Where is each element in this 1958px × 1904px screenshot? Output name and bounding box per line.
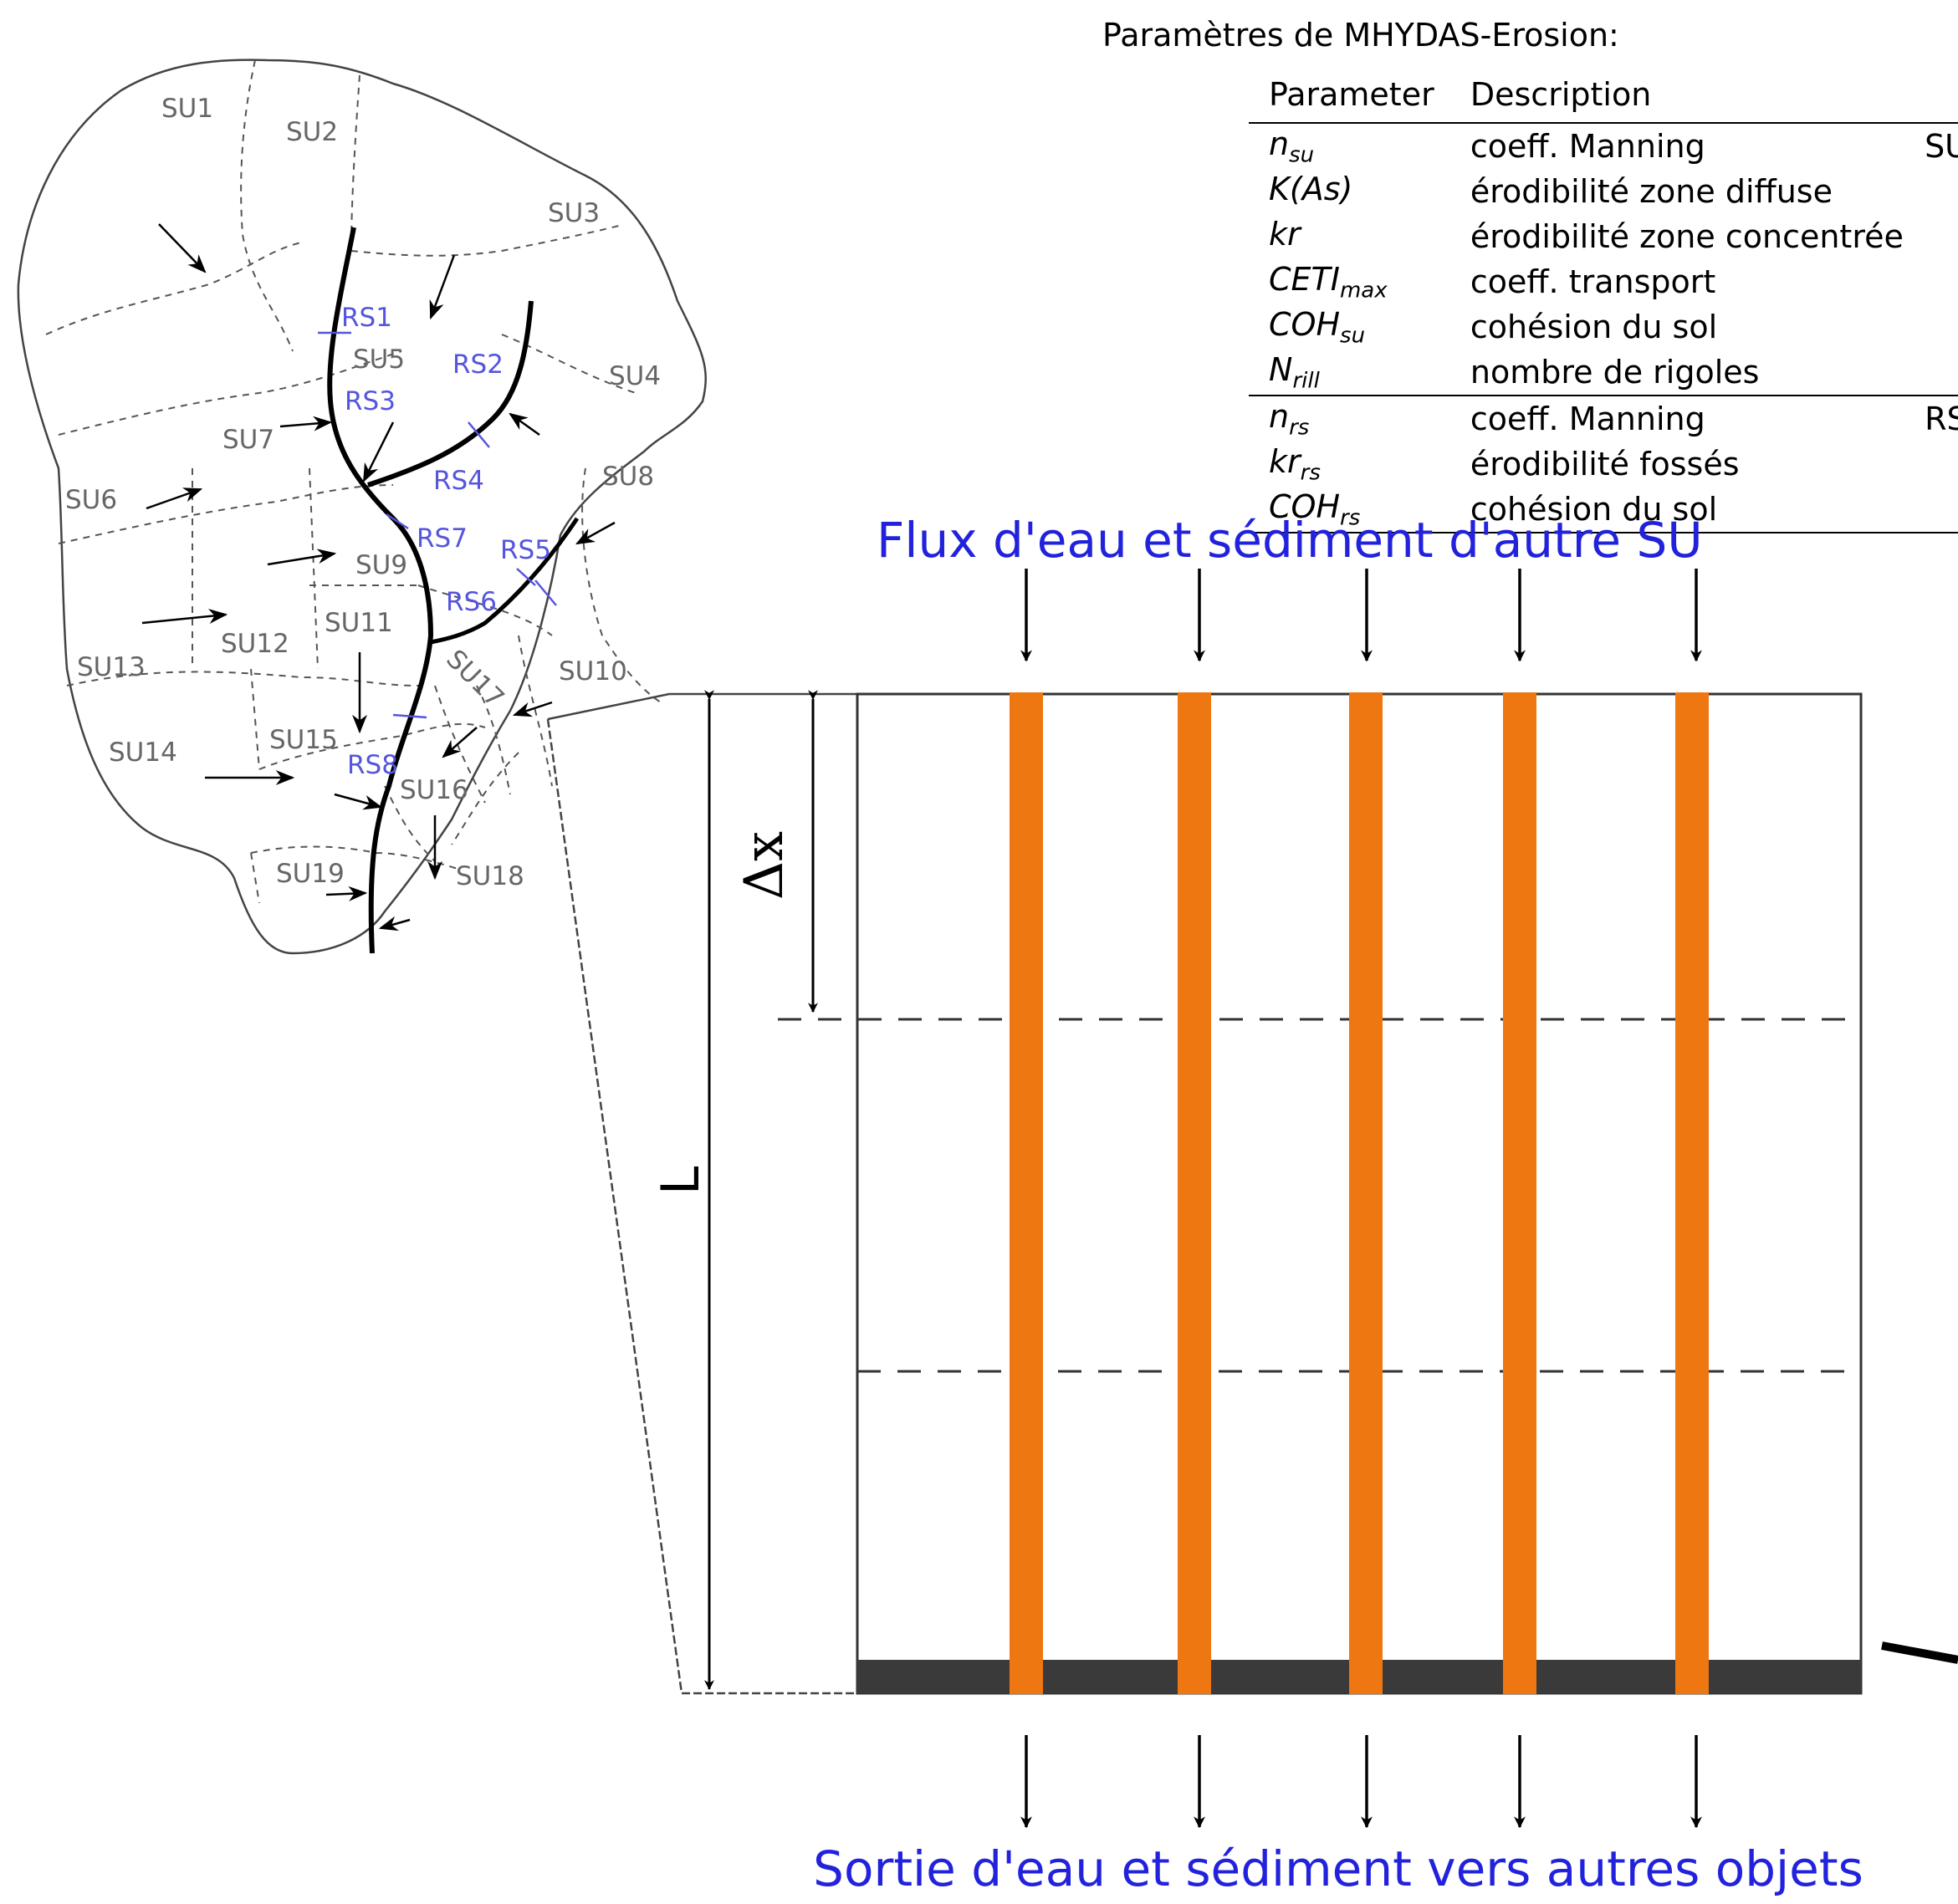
inflow-arrows — [1020, 569, 1702, 662]
su-label: SU18 — [456, 861, 524, 891]
outflow-arrows — [1020, 1735, 1702, 1829]
table-row: Nrill nombre de rigoles — [1249, 350, 1958, 396]
rs-label: RS3 — [345, 386, 396, 416]
dx-label: Δx — [734, 831, 795, 900]
table-row: CETImax coeff. transport — [1249, 259, 1958, 304]
table-row: kr érodibilité zone concentrée — [1249, 214, 1958, 259]
rs-label: RS5 — [500, 535, 551, 565]
param-description: nombre de rigoles — [1470, 354, 1760, 390]
param-description: érodibilité zone concentrée — [1470, 218, 1904, 255]
table-row: COHsu cohésion du sol — [1249, 304, 1958, 350]
rs-ticks — [318, 331, 557, 719]
zoom-line-bottom — [546, 718, 857, 1695]
outlet-link — [1881, 1641, 1958, 1664]
param-symbol: kr — [1269, 215, 1301, 253]
su-label: SU16 — [400, 775, 468, 805]
flow-arrows — [141, 223, 616, 932]
rill-column — [1503, 692, 1536, 1694]
rill-column — [1349, 692, 1383, 1694]
param-symbol: COHrs — [1249, 487, 1450, 533]
channel-rs5 — [430, 517, 580, 645]
main-channel — [327, 227, 434, 954]
zoom-line-top — [547, 692, 857, 721]
param-symbol: nrs — [1249, 395, 1450, 442]
su-label: SU1 — [161, 94, 213, 124]
zoom-connectors — [546, 692, 1958, 1695]
su-label: SU9 — [355, 550, 407, 580]
param-symbol: K(As) — [1269, 170, 1353, 207]
outflow-label: Sortie d'eau et sédiment vers autres obj… — [813, 1840, 1863, 1897]
su-label: SU2 — [286, 117, 338, 147]
length-label: L — [650, 1166, 711, 1195]
rill-column — [1675, 692, 1709, 1694]
rill-column — [1178, 692, 1211, 1694]
param-symbol: Nrill — [1269, 350, 1320, 394]
param-group: SU — [1925, 128, 1958, 165]
param-description: coeff. Manning — [1470, 128, 1705, 165]
su-label: SU13 — [77, 652, 146, 682]
param-symbol: COHsu — [1269, 305, 1366, 349]
rs-label: RS2 — [452, 350, 504, 380]
su-label: SU6 — [65, 485, 117, 515]
table-row: COHrs cohésion du sol — [1249, 487, 1958, 533]
rill-columns — [1010, 692, 1709, 1694]
params-title: Paramètres de MHYDAS-Erosion: — [1102, 17, 1619, 54]
param-symbol: CETImax — [1269, 260, 1388, 304]
param-group — [1904, 487, 1958, 533]
su-label: SU10 — [559, 656, 627, 687]
param-description: érodibilité zone diffuse — [1470, 173, 1833, 210]
su-label: SU19 — [276, 859, 345, 889]
param-group: RS — [1904, 395, 1958, 442]
dimension-arrows — [704, 690, 818, 1691]
hillslope-cell: Δx L Flux d'eau et sédiment d'autre SU S… — [650, 512, 1863, 1897]
rs-label: RS8 — [347, 750, 398, 780]
parameter-table: Parameter Description nsu coeff. Manning… — [1249, 72, 1958, 533]
param-symbol: nsu — [1269, 125, 1315, 168]
watershed-outline — [17, 59, 707, 955]
table-row: krrs érodibilité fossés — [1249, 442, 1958, 487]
su-label: SU4 — [609, 361, 661, 391]
param-description: coeff. Manning — [1449, 395, 1905, 442]
param-description: coeff. transport — [1470, 263, 1716, 300]
rs-label: RS1 — [341, 303, 392, 333]
su-label: SU15 — [269, 725, 338, 755]
inflow-label: Flux d'eau et sédiment d'autre SU — [877, 512, 1703, 569]
table-row: nrs coeff. Manning RS — [1249, 395, 1958, 442]
param-description: cohésion du sol — [1449, 487, 1905, 533]
su-label: SU3 — [548, 198, 600, 228]
col-header-description: Description — [1470, 76, 1652, 113]
su-label: SU5 — [353, 345, 405, 375]
su-label: SU14 — [109, 738, 177, 768]
rs-labels: RS1 RS2 RS3 RS4 RS5 RS6 RS7 RS8 — [341, 303, 551, 780]
channel-rs2 — [367, 300, 534, 487]
watershed-map: SU1 SU2 SU3 SU4 SU5 SU6 SU7 SU8 SU9 SU10… — [17, 59, 707, 955]
param-description: érodibilité fossés — [1470, 446, 1740, 482]
rs-label: RS6 — [446, 587, 497, 617]
col-header-parameter: Parameter — [1269, 76, 1434, 113]
param-symbol: krrs — [1269, 442, 1321, 486]
rs-label: RS7 — [417, 523, 468, 554]
su-label: SU8 — [602, 462, 654, 492]
rs-label: RS4 — [433, 466, 484, 496]
su-label: SU7 — [222, 425, 274, 455]
param-description: cohésion du sol — [1470, 309, 1718, 345]
su-label: SU17 — [440, 644, 509, 713]
rill-column — [1010, 692, 1043, 1694]
su-boundaries — [45, 59, 662, 904]
table-row: nsu coeff. Manning SU — [1249, 123, 1958, 169]
table-header-row: Parameter Description — [1249, 72, 1958, 123]
table-row: K(As) érodibilité zone diffuse — [1249, 169, 1958, 214]
su-label: SU11 — [325, 608, 393, 638]
su-label: SU12 — [221, 629, 289, 659]
